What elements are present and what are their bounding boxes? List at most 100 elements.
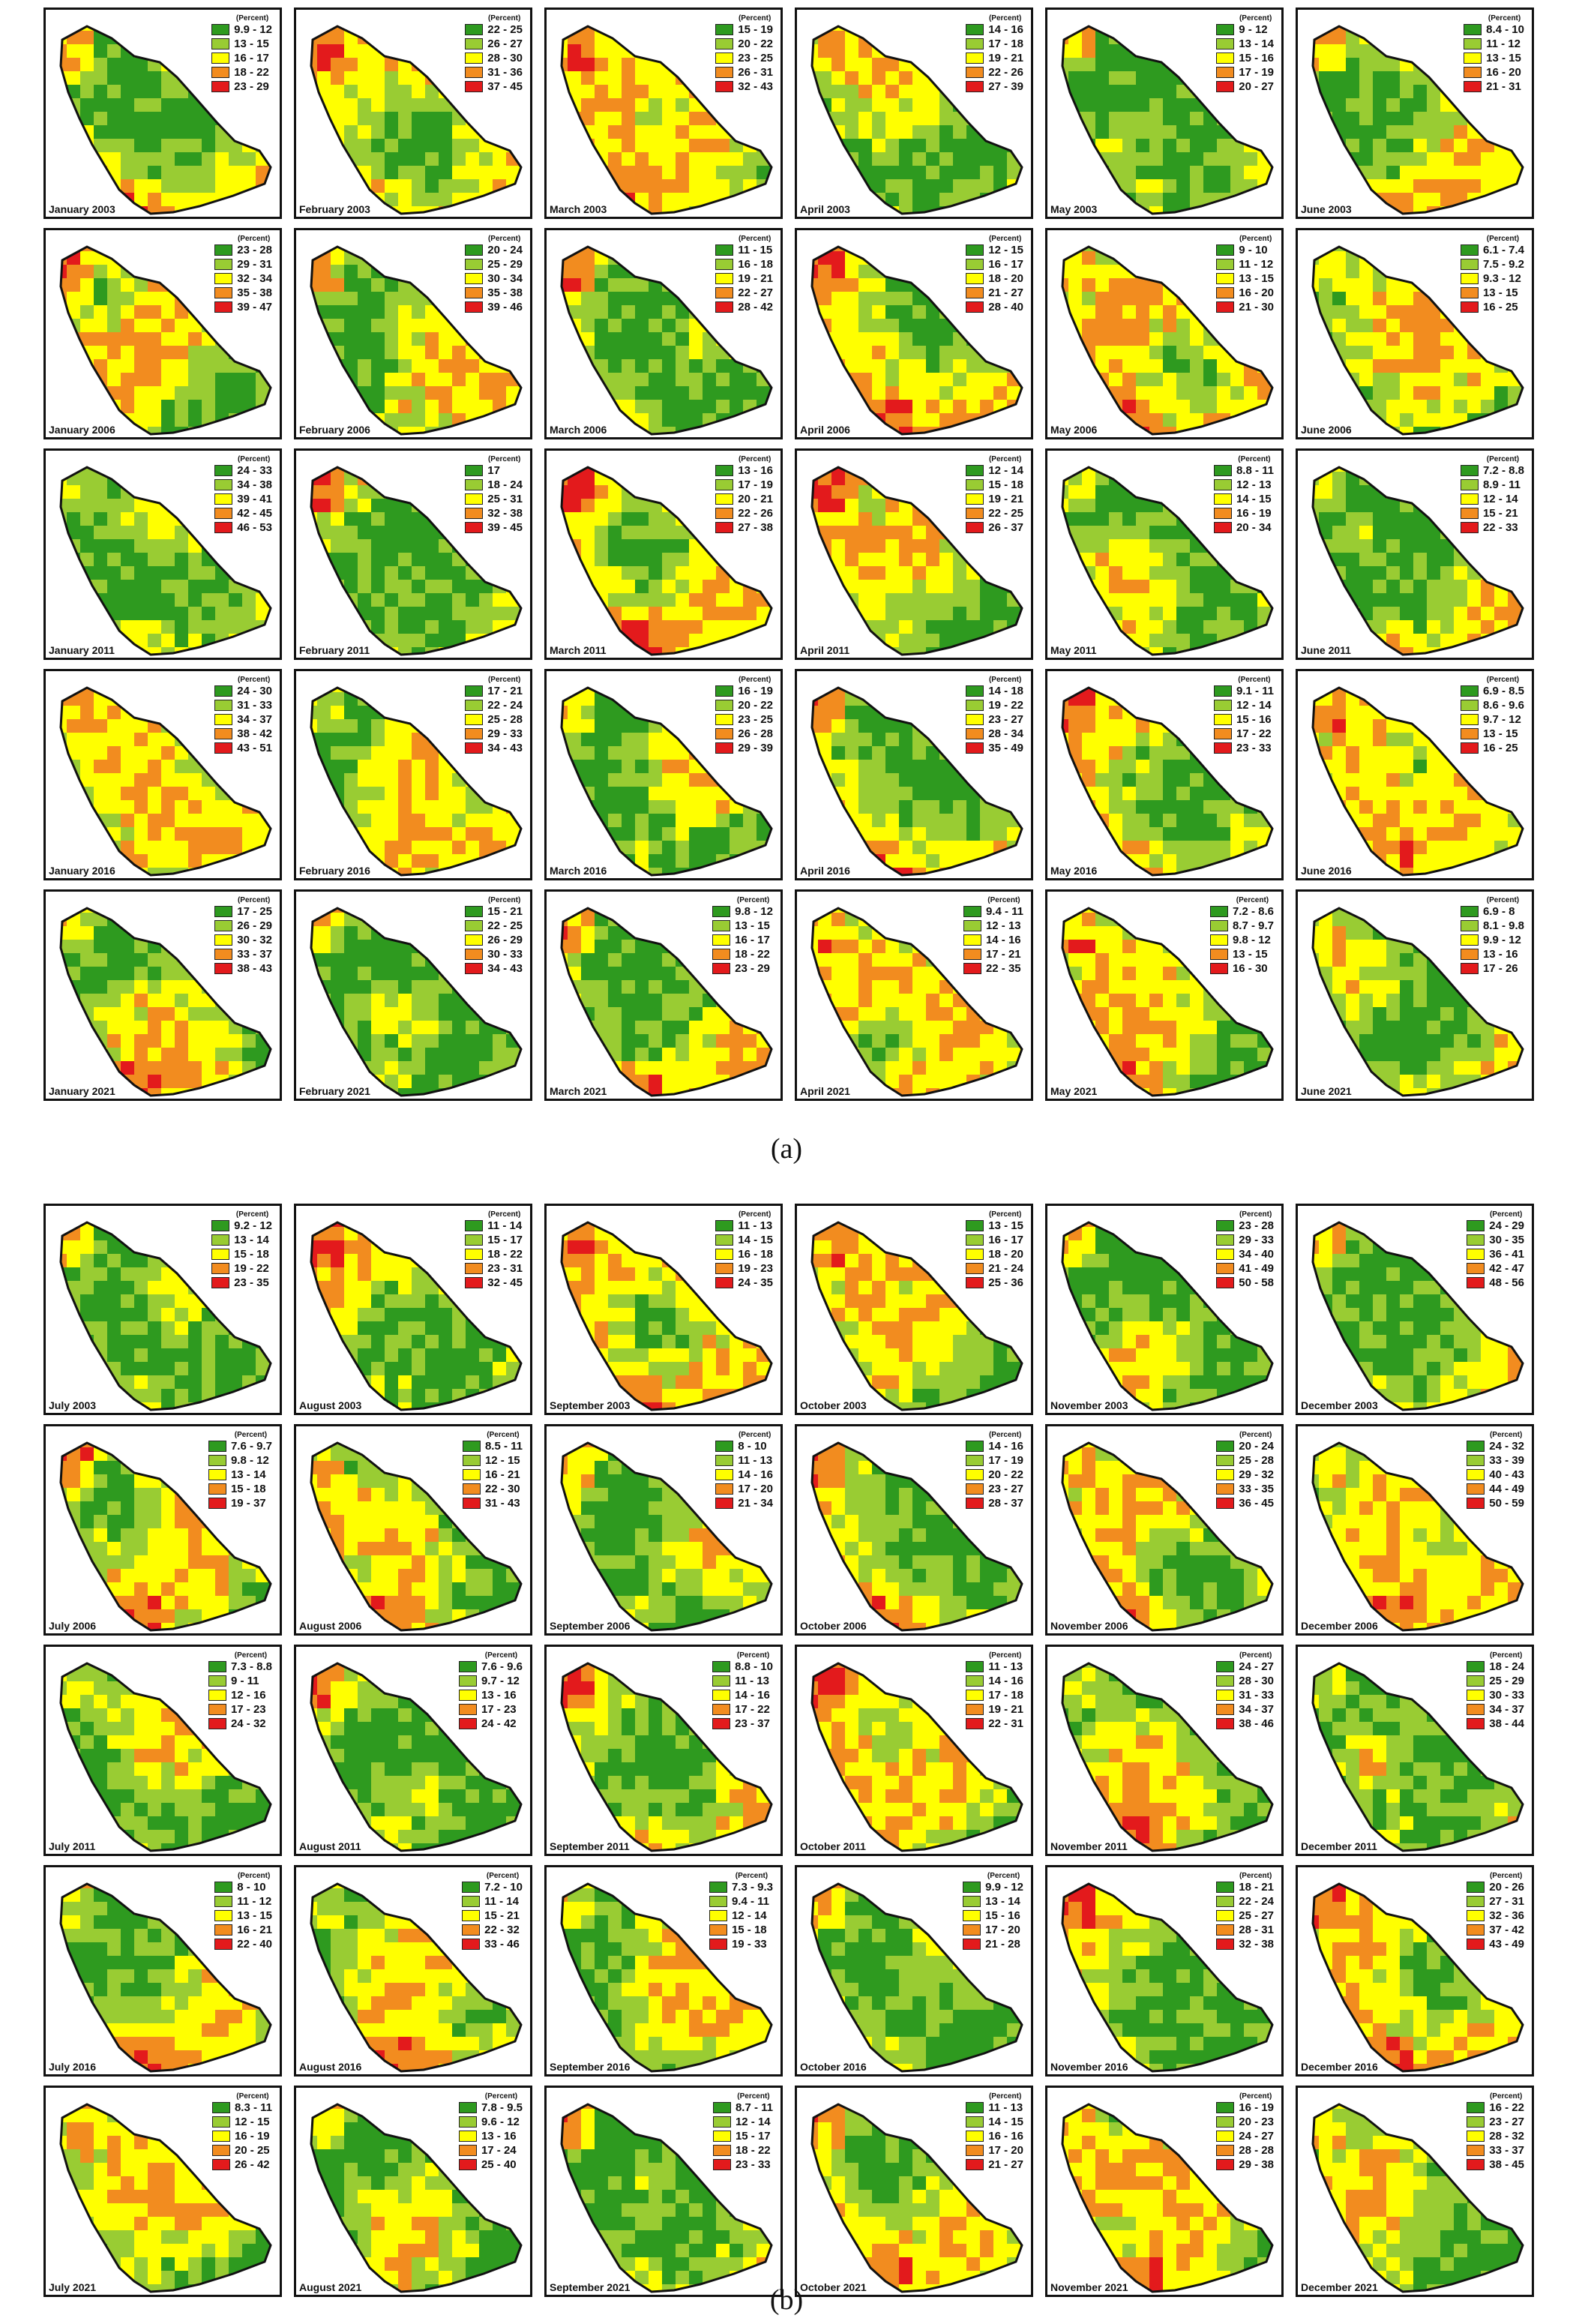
legend-label: 30 - 33 [1489, 1689, 1524, 1702]
legend-label: 13 - 16 [738, 464, 773, 477]
legend-row: 11 - 13 [966, 1660, 1023, 1674]
legend-label: 17 - 20 [988, 2144, 1023, 2157]
legend-row: 14 - 16 [966, 22, 1023, 37]
legend-swatch [462, 1896, 481, 1907]
legend-label: 16 - 17 [988, 258, 1023, 271]
country-outline [1311, 466, 1524, 656]
legend-label: 17 - 23 [230, 1703, 266, 1716]
legend-label: 31 - 36 [487, 66, 523, 79]
legend-label: 28 - 31 [1239, 1924, 1274, 1936]
precipitation-map [1311, 466, 1524, 656]
legend-swatch [465, 949, 484, 960]
legend-label: 9.2 - 12 [234, 1219, 272, 1232]
legend-row: 22 - 26 [715, 506, 773, 520]
legend-row: 12 - 15 [966, 243, 1023, 257]
panel-caption: November 2006 [1050, 1620, 1128, 1632]
legend-row: 23 - 37 [712, 1717, 773, 1731]
legend-label: 28 - 37 [988, 1497, 1023, 1510]
legend-label: 23 - 25 [738, 713, 773, 726]
legend-title: (Percent) [1489, 1872, 1523, 1880]
legend-label: 33 - 37 [237, 948, 272, 961]
legend-label: 8.4 - 10 [1486, 23, 1524, 36]
legend-swatch [1467, 1661, 1485, 1672]
legend-row: 15 - 16 [1213, 712, 1274, 727]
map-legend: (Percent) 9.1 - 11 12 - 14 15 - 16 17 - 22 23… [1213, 676, 1274, 755]
legend-swatch [1460, 906, 1479, 917]
legend-label: 13 - 15 [1482, 727, 1518, 740]
legend-label: 17 - 18 [988, 37, 1023, 50]
legend-row: 32 - 43 [715, 79, 773, 94]
legend-label: 17 - 18 [988, 1689, 1023, 1702]
legend-label: 23 - 35 [234, 1276, 269, 1289]
legend-swatch [966, 2102, 984, 2113]
legend-label: 12 - 13 [985, 919, 1021, 932]
legend-row: 28 - 30 [465, 51, 523, 65]
legend-row: 23 - 28 [214, 243, 272, 257]
legend-swatch [1460, 920, 1479, 931]
legend-label: 31 - 33 [237, 699, 272, 712]
legend-row: 8.4 - 10 [1464, 22, 1524, 37]
map-panel: (Percent) 7.2 - 8.8 8.9 - 11 12 - 14 15 - 21… [1296, 448, 1534, 660]
legend-row: 17 - 21 [963, 947, 1023, 961]
legend-swatch [214, 714, 233, 725]
legend-label: 22 - 40 [237, 1938, 272, 1951]
legend-swatch [465, 1234, 484, 1246]
legend-label: 22 - 24 [1239, 1895, 1274, 1908]
legend-row: 36 - 41 [1467, 1247, 1524, 1261]
legend-label: 9.8 - 12 [1232, 934, 1271, 946]
legend-label: 21 - 31 [1486, 80, 1521, 93]
precipitation-map [560, 907, 773, 1097]
legend-swatch [214, 700, 233, 711]
country-outline [560, 466, 773, 656]
legend-label: 16 - 21 [237, 1924, 272, 1936]
legend-swatch [1216, 1234, 1235, 1246]
legend-row: 29 - 31 [214, 257, 272, 271]
legend-row: 11 - 13 [712, 1674, 773, 1688]
legend-swatch [214, 963, 233, 974]
legend-row: 9.2 - 12 [211, 1219, 272, 1233]
legend-row: 26 - 31 [715, 65, 773, 79]
legend-label: 7.3 - 8.8 [230, 1660, 272, 1673]
legend-label: 28 - 34 [988, 727, 1023, 740]
legend-label: 15 - 18 [230, 1483, 266, 1495]
map-legend: (Percent) 24 - 27 28 - 30 31 - 33 34 - 37 38 … [1216, 1651, 1274, 1731]
legend-title: (Percent) [738, 1431, 772, 1439]
legend-row: 50 - 59 [1467, 1496, 1524, 1510]
country-outline [810, 686, 1023, 877]
map-panel: (Percent) 11 - 13 14 - 15 16 - 18 19 - 23 24 … [544, 1204, 783, 1415]
legend-row: 8.7 - 11 [712, 2101, 773, 2115]
legend-row: 16 - 17 [712, 933, 773, 947]
legend-row: 17 - 24 [458, 2143, 523, 2158]
precipitation-map [59, 25, 272, 215]
country-outline [1311, 1441, 1524, 1632]
panel-caption: October 2006 [800, 1620, 867, 1632]
legend-row: 15 - 18 [709, 1923, 773, 1937]
legend-label: 11 - 12 [237, 1895, 272, 1908]
precipitation-map [560, 1441, 773, 1632]
map-panel: (Percent) 18 - 21 22 - 24 25 - 27 28 - 31 32 … [1045, 1865, 1284, 2077]
legend-label: 25 - 29 [1489, 1675, 1524, 1687]
map-panel: (Percent) 8.7 - 11 12 - 14 15 - 17 18 - 22 23… [544, 2086, 783, 2297]
country-outline [1061, 1662, 1274, 1852]
legend-swatch [966, 1718, 984, 1729]
legend-label: 11 - 12 [1486, 37, 1521, 50]
legend-swatch [1216, 81, 1235, 92]
legend-row: 26 - 28 [715, 727, 773, 741]
legend-row: 22 - 40 [214, 1937, 272, 1951]
legend-swatch [1216, 52, 1235, 64]
legend-row: 28 - 42 [715, 300, 773, 314]
legend-label: 17 - 20 [985, 1924, 1020, 1936]
legend-row: 17 - 18 [966, 1688, 1023, 1702]
legend-label: 21 - 28 [985, 1938, 1020, 1951]
legend-swatch [966, 1455, 984, 1466]
legend-swatch [709, 1882, 727, 1893]
legend-label: 9 - 10 [1239, 244, 1268, 256]
map-panel: (Percent) 17 - 25 26 - 29 30 - 32 33 - 37 38 … [43, 889, 282, 1101]
legend-swatch [214, 522, 233, 533]
legend-title: (Percent) [738, 455, 772, 463]
legend-swatch [715, 67, 734, 78]
legend-row: 18 - 21 [1216, 1880, 1274, 1894]
legend-row: 23 - 29 [712, 961, 773, 976]
map-legend: (Percent) 8 - 10 11 - 13 14 - 16 17 - 20 21 -… [715, 1431, 773, 1510]
legend-label: 14 - 15 [738, 1234, 773, 1246]
